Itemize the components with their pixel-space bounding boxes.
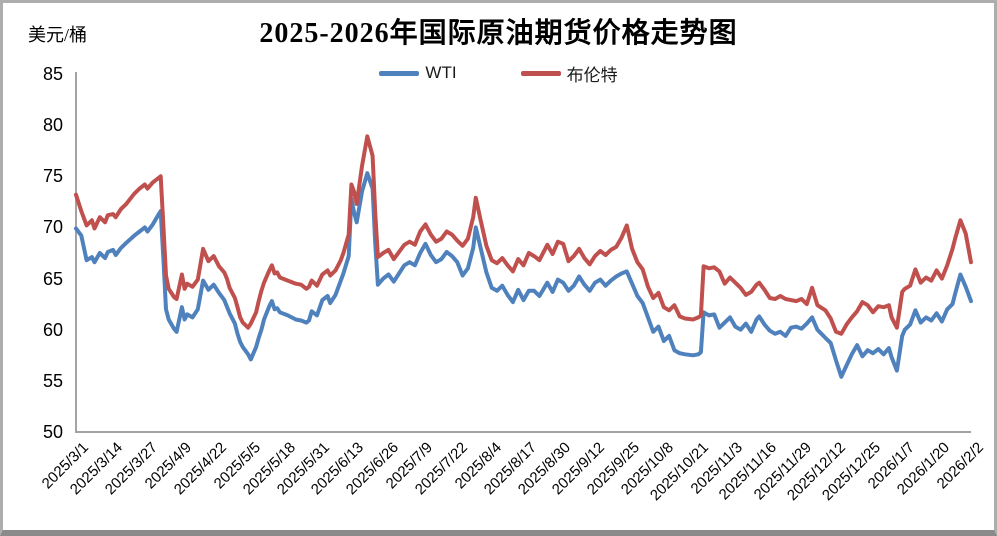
y-tick-label: 70 [42, 217, 63, 238]
y-tick-label: 85 [42, 64, 63, 84]
y-tick-label: 75 [42, 166, 63, 187]
chart-title: 2025-2026年国际原油期货价格走势图 [259, 18, 738, 49]
plot-area [74, 72, 973, 433]
wti-line-swatch [379, 70, 420, 76]
y-tick-label: 80 [42, 115, 63, 136]
legend-label-wti: WTI [425, 63, 457, 82]
legend-item-brent: 布伦特 [520, 61, 618, 86]
y-tick-label: 50 [42, 422, 63, 442]
y-axis-unit-label: 美元/桶 [28, 25, 88, 45]
legend: WTI 布伦特 [3, 61, 994, 85]
y-tick-label: 65 [42, 268, 63, 289]
series-line-brent [74, 134, 973, 336]
legend-label-brent: 布伦特 [566, 65, 618, 85]
series-line-wti [74, 171, 973, 379]
y-tick-label: 60 [42, 319, 63, 340]
y-tick-label: 55 [42, 370, 63, 391]
brent-line-swatch [520, 70, 561, 76]
legend-item-wti: WTI [379, 63, 457, 83]
